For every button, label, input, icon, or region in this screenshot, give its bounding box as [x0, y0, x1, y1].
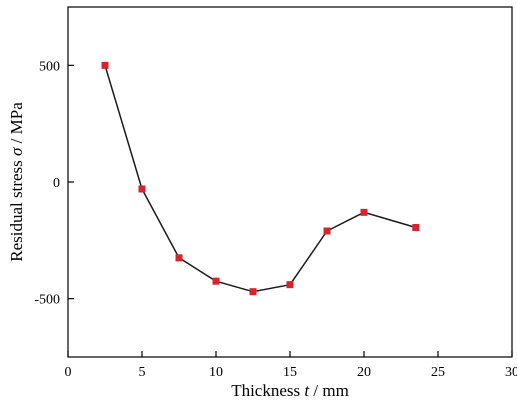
x-tick-label: 20 — [357, 365, 371, 380]
x-axis-title-variable: t — [304, 381, 310, 400]
y-axis-title-variable: σ — [7, 147, 26, 156]
y-axis-title: Residual stress σ / MPa — [7, 102, 26, 262]
x-tick-label: 25 — [431, 365, 445, 380]
x-axis-title-prefix: Thickness — [231, 381, 304, 400]
x-tick-label: 10 — [209, 365, 223, 380]
data-point-marker — [249, 288, 257, 296]
data-point-marker — [323, 227, 331, 235]
data-series — [101, 61, 420, 296]
x-axis-title: Thickness t / mm — [231, 381, 349, 400]
data-point-marker — [101, 61, 109, 69]
y-axis-title-prefix: Residual stress — [7, 156, 26, 262]
y-tick-label: -500 — [34, 293, 60, 308]
axis-ticks — [67, 64, 513, 357]
data-point-marker — [360, 208, 368, 216]
x-axis-title-suffix: / mm — [309, 381, 349, 400]
plot-frame — [67, 6, 513, 358]
data-point-marker — [212, 277, 220, 285]
x-tick-label: 15 — [283, 365, 297, 380]
data-point-marker — [138, 185, 146, 193]
y-axis-title-suffix: / MPa — [7, 102, 26, 148]
series-line — [104, 65, 417, 293]
y-tick-label: 0 — [53, 176, 60, 191]
x-tick-label: 5 — [139, 365, 146, 380]
y-tick-label: 500 — [39, 59, 60, 74]
x-tick-label: 0 — [65, 365, 72, 380]
x-tick-label: 30 — [505, 365, 517, 380]
data-point-marker — [175, 254, 183, 262]
data-point-marker — [286, 281, 294, 289]
data-point-marker — [412, 224, 420, 231]
axis-tick-labels: 0 5 10 15 20 25 30 -500 0 500 — [34, 59, 517, 380]
